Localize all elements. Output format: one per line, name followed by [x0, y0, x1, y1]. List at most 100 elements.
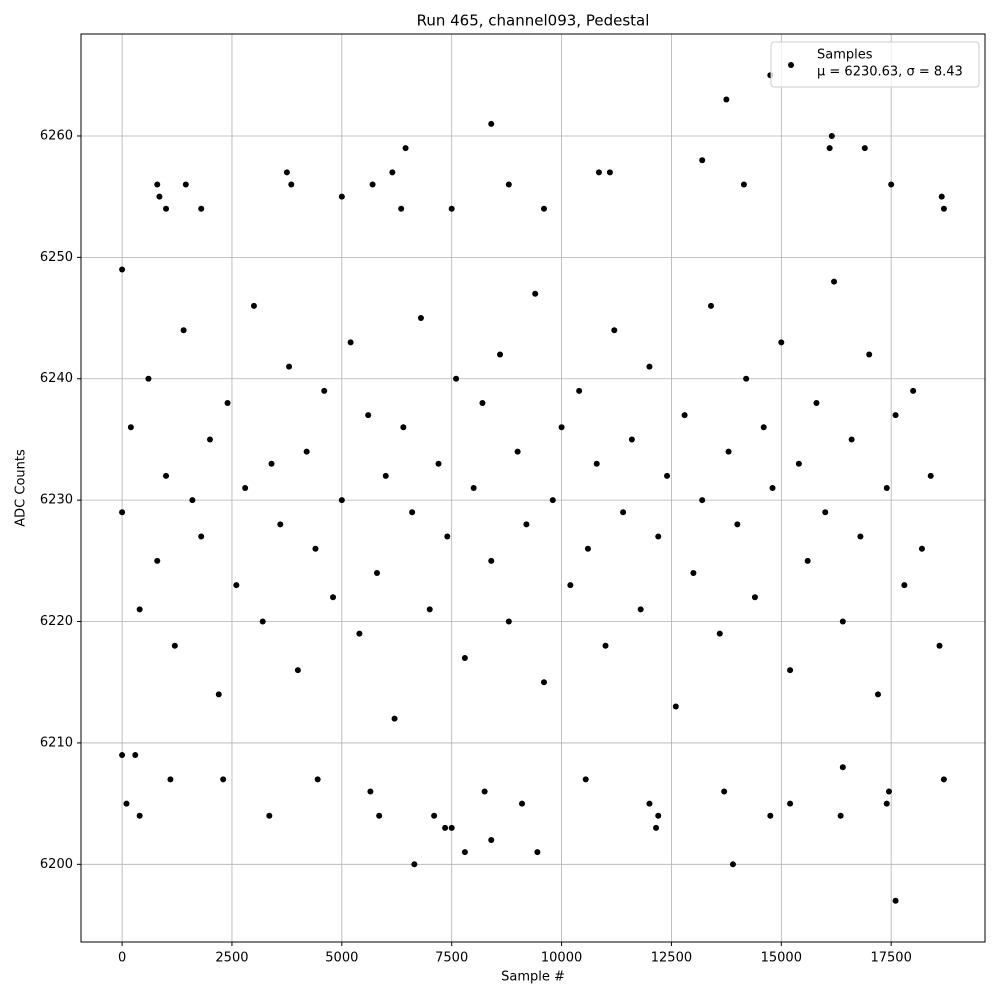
point	[751, 594, 758, 601]
point	[435, 460, 442, 467]
point	[725, 448, 732, 455]
point	[224, 400, 231, 407]
point	[734, 521, 741, 528]
point	[519, 800, 526, 807]
point	[233, 582, 240, 589]
x-tick-label: 10000	[541, 951, 582, 966]
point	[628, 436, 635, 443]
point	[646, 800, 653, 807]
point	[778, 339, 785, 346]
point	[593, 460, 600, 467]
point	[602, 642, 609, 649]
y-tick-label: 6220	[40, 614, 73, 629]
point	[347, 339, 354, 346]
point	[637, 606, 644, 613]
point	[411, 861, 418, 868]
point	[163, 205, 170, 212]
point	[171, 642, 178, 649]
point	[283, 169, 290, 176]
point	[813, 400, 820, 407]
point	[409, 509, 416, 516]
y-tick-label: 6200	[40, 857, 73, 872]
legend-label: Samples	[817, 48, 873, 63]
point	[534, 849, 541, 856]
point	[314, 776, 321, 783]
point	[831, 278, 838, 285]
point	[837, 812, 844, 819]
point	[470, 485, 477, 491]
point	[127, 424, 134, 431]
point	[431, 812, 438, 819]
point	[288, 181, 295, 188]
point	[523, 521, 530, 528]
point	[611, 327, 618, 334]
x-tick-label: 2500	[215, 951, 248, 966]
y-axis-label: ADC Counts	[14, 449, 29, 527]
point	[206, 436, 213, 443]
point	[448, 824, 455, 831]
point	[936, 642, 943, 649]
point	[826, 145, 833, 152]
point	[382, 472, 389, 479]
x-tick-label: 15000	[761, 951, 802, 966]
point	[266, 812, 273, 819]
point	[312, 545, 319, 552]
point	[286, 363, 293, 370]
point	[729, 861, 736, 868]
point	[767, 812, 774, 819]
point	[861, 145, 868, 152]
point	[338, 497, 345, 504]
point	[488, 837, 495, 844]
point	[558, 424, 565, 431]
point	[918, 545, 925, 552]
point	[448, 205, 455, 212]
point	[391, 715, 398, 722]
point	[156, 193, 163, 200]
point	[400, 424, 407, 431]
point	[132, 752, 139, 759]
point	[910, 387, 917, 394]
point	[646, 363, 653, 370]
legend-marker	[788, 62, 794, 68]
point	[356, 630, 363, 637]
point	[707, 302, 714, 309]
point	[417, 315, 424, 322]
point	[220, 776, 227, 783]
point	[664, 472, 671, 479]
point	[892, 897, 899, 904]
point	[505, 618, 512, 625]
x-axis-label: Sample #	[501, 970, 565, 985]
point	[740, 181, 747, 188]
point	[857, 533, 864, 540]
point	[540, 205, 547, 212]
point	[367, 788, 374, 795]
point	[268, 460, 275, 467]
point	[892, 412, 899, 419]
point	[453, 375, 460, 382]
point	[606, 169, 613, 176]
point	[828, 132, 835, 139]
point	[716, 630, 723, 637]
point	[584, 545, 591, 552]
point	[901, 582, 908, 589]
point	[402, 145, 409, 152]
point	[769, 485, 776, 491]
point	[567, 582, 574, 589]
point	[461, 654, 468, 661]
point	[136, 606, 143, 613]
y-tick-label: 6210	[40, 735, 73, 750]
point	[215, 691, 222, 698]
point	[444, 533, 451, 540]
point	[514, 448, 521, 455]
point	[681, 412, 688, 419]
point	[330, 594, 337, 601]
x-tick-label: 5000	[325, 951, 358, 966]
point	[655, 812, 662, 819]
point	[481, 788, 488, 795]
x-tick-label: 17500	[870, 951, 911, 966]
point	[461, 849, 468, 856]
point	[369, 181, 376, 188]
point	[303, 448, 310, 455]
point	[497, 351, 504, 358]
point	[839, 764, 846, 771]
